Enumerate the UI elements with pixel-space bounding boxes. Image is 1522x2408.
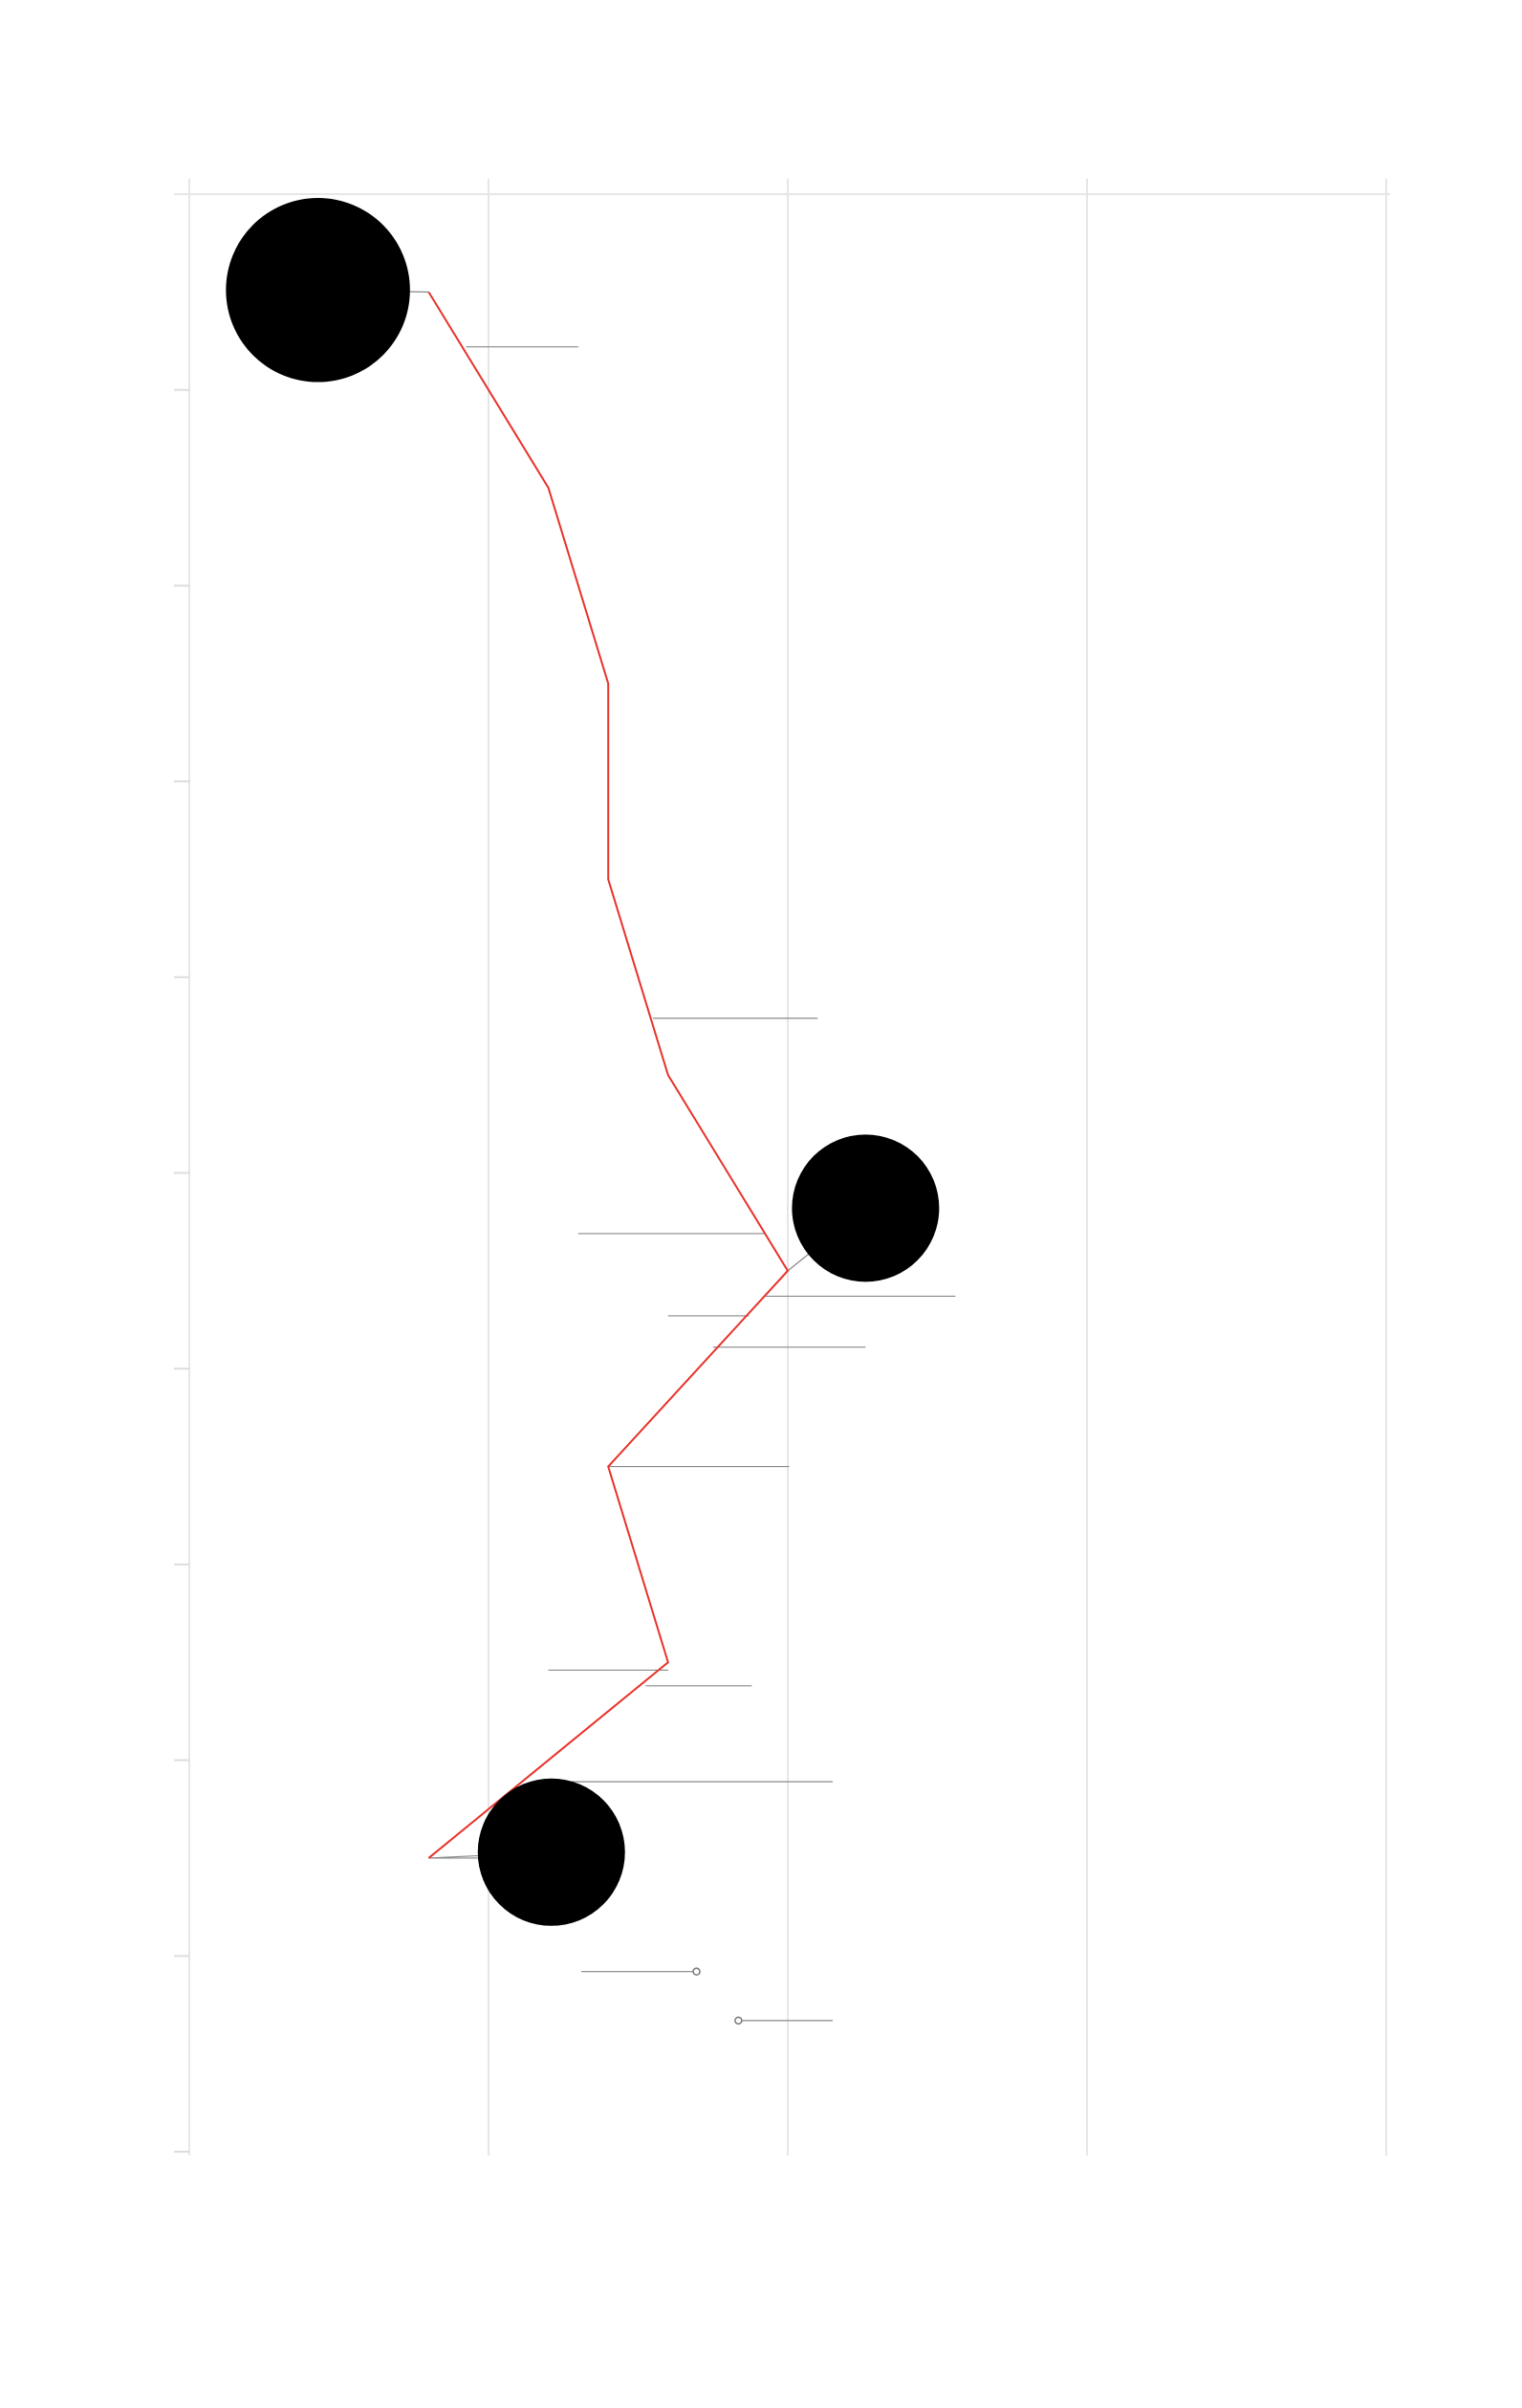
- highlight-markers: [226, 198, 940, 1926]
- series-lines: [427, 291, 790, 1859]
- y-axis-ticks: [174, 388, 189, 2153]
- annotation-end-marker-11: [692, 1967, 701, 1976]
- series-line-0: [427, 291, 790, 1859]
- highlight-marker-2: [477, 1778, 625, 1926]
- annotations: [317, 289, 956, 2025]
- highlight-marker-0: [226, 198, 410, 383]
- annotation-end-marker-12: [734, 2016, 743, 2025]
- grid-lines: [174, 179, 1390, 2156]
- highlight-marker-1: [792, 1134, 940, 1282]
